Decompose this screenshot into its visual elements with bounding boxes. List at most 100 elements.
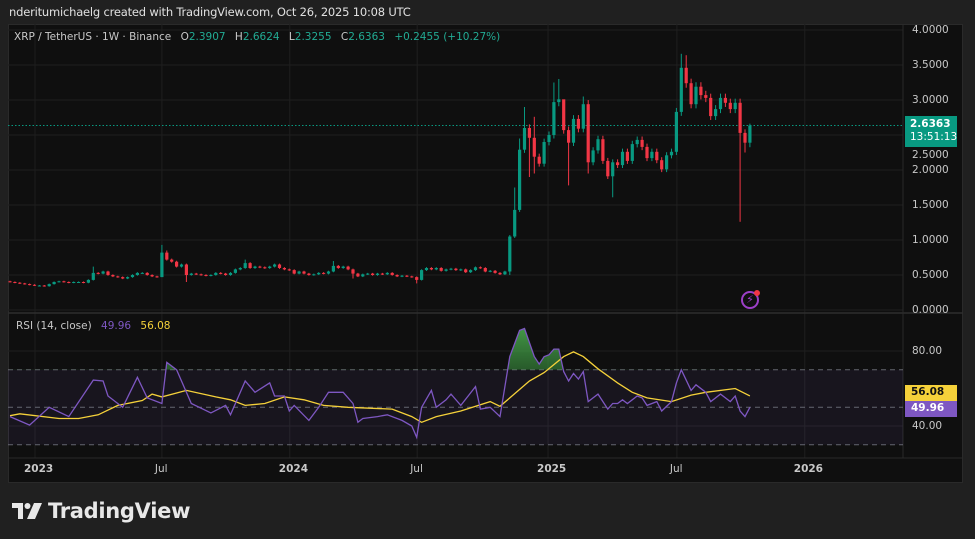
candle <box>72 281 76 284</box>
candle <box>23 282 27 285</box>
candle-body <box>674 111 678 152</box>
candle-body <box>586 104 590 163</box>
candle-body <box>243 263 247 268</box>
candle-body <box>366 273 370 275</box>
candle-body <box>248 263 252 268</box>
candle-body <box>179 264 184 267</box>
candle <box>689 78 693 109</box>
candle-body <box>273 264 277 267</box>
price-tick-label: 1.0000 <box>912 234 949 246</box>
notification-dot <box>754 290 760 296</box>
candle-body <box>23 283 27 285</box>
candle <box>620 148 625 168</box>
candle-body <box>351 269 355 274</box>
candle-body <box>591 150 595 163</box>
candle <box>8 280 12 283</box>
candle-body <box>165 252 169 260</box>
candle <box>616 159 620 168</box>
candle <box>214 272 218 276</box>
symbol-legend[interactable]: XRP / TetherUS · 1W · Binance O2.3907 H2… <box>14 31 500 43</box>
candle <box>743 129 747 153</box>
candle <box>106 270 110 276</box>
candle <box>650 148 654 162</box>
candle-body <box>415 277 419 280</box>
candle-body <box>689 83 693 105</box>
candle-body <box>42 285 46 287</box>
candle <box>302 270 306 275</box>
candle <box>287 268 291 271</box>
candle-body <box>478 267 482 269</box>
candle <box>130 274 135 278</box>
candle-body <box>77 282 81 283</box>
candle-body <box>469 270 473 273</box>
candle <box>179 263 184 268</box>
candle-body <box>601 139 605 161</box>
candle <box>263 266 267 269</box>
candle <box>562 99 566 134</box>
candle <box>282 267 286 271</box>
candle <box>28 283 32 286</box>
candle-body <box>140 272 144 274</box>
candle <box>606 157 610 179</box>
candle-body <box>660 160 664 170</box>
candle <box>469 269 473 273</box>
candle <box>473 266 478 271</box>
candle-body <box>214 272 218 275</box>
candle-body <box>8 281 12 283</box>
candle <box>454 267 458 271</box>
candle <box>611 159 615 198</box>
candle-body <box>488 270 492 272</box>
candle-body <box>620 151 625 166</box>
candle-body <box>738 102 742 133</box>
candle <box>429 267 433 271</box>
candle-body <box>439 268 443 271</box>
candle <box>635 136 639 148</box>
candle-body <box>302 271 306 274</box>
candle-body <box>106 271 110 275</box>
lightning-icon[interactable]: ⚡ <box>741 290 760 309</box>
candle-body <box>483 268 487 272</box>
candle-body <box>743 132 747 143</box>
candle-body <box>121 277 125 279</box>
candle-body <box>616 162 620 166</box>
tradingview-logo[interactable]: TradingView <box>12 499 190 523</box>
candle <box>375 272 380 276</box>
candle-body <box>224 273 228 275</box>
close-label: C <box>340 31 349 43</box>
candle-body <box>130 275 135 278</box>
candle <box>640 136 644 151</box>
candle <box>18 282 22 284</box>
rsi-legend[interactable]: RSI (14, close) 49.96 56.08 <box>16 320 170 332</box>
candle-body <box>395 275 399 277</box>
candle <box>224 272 228 276</box>
candle-body <box>263 267 267 269</box>
price-tick-label: 2.0000 <box>912 164 949 176</box>
candle-body <box>640 139 644 147</box>
candle <box>277 263 282 269</box>
candle-body <box>552 102 556 135</box>
candle <box>322 272 326 275</box>
candle <box>699 82 703 100</box>
candle-body <box>611 162 615 177</box>
price-tick-label: 0.5000 <box>912 269 949 281</box>
candle-body <box>576 118 580 129</box>
candle-body <box>322 272 326 274</box>
tradingview-logo-icon <box>12 503 42 519</box>
candle <box>488 270 492 273</box>
candle <box>258 265 262 269</box>
candle-body <box>52 282 56 285</box>
candle <box>665 152 669 173</box>
candle <box>253 265 257 269</box>
candle <box>341 265 345 269</box>
bar-countdown: 13:51:13 <box>910 131 958 143</box>
candle <box>307 272 311 276</box>
candle <box>86 279 90 284</box>
candle <box>371 272 375 276</box>
candle <box>733 98 737 114</box>
candle <box>444 268 448 272</box>
candle-body <box>518 149 522 210</box>
candle <box>199 273 203 276</box>
candle <box>47 283 51 287</box>
candle <box>189 272 193 276</box>
